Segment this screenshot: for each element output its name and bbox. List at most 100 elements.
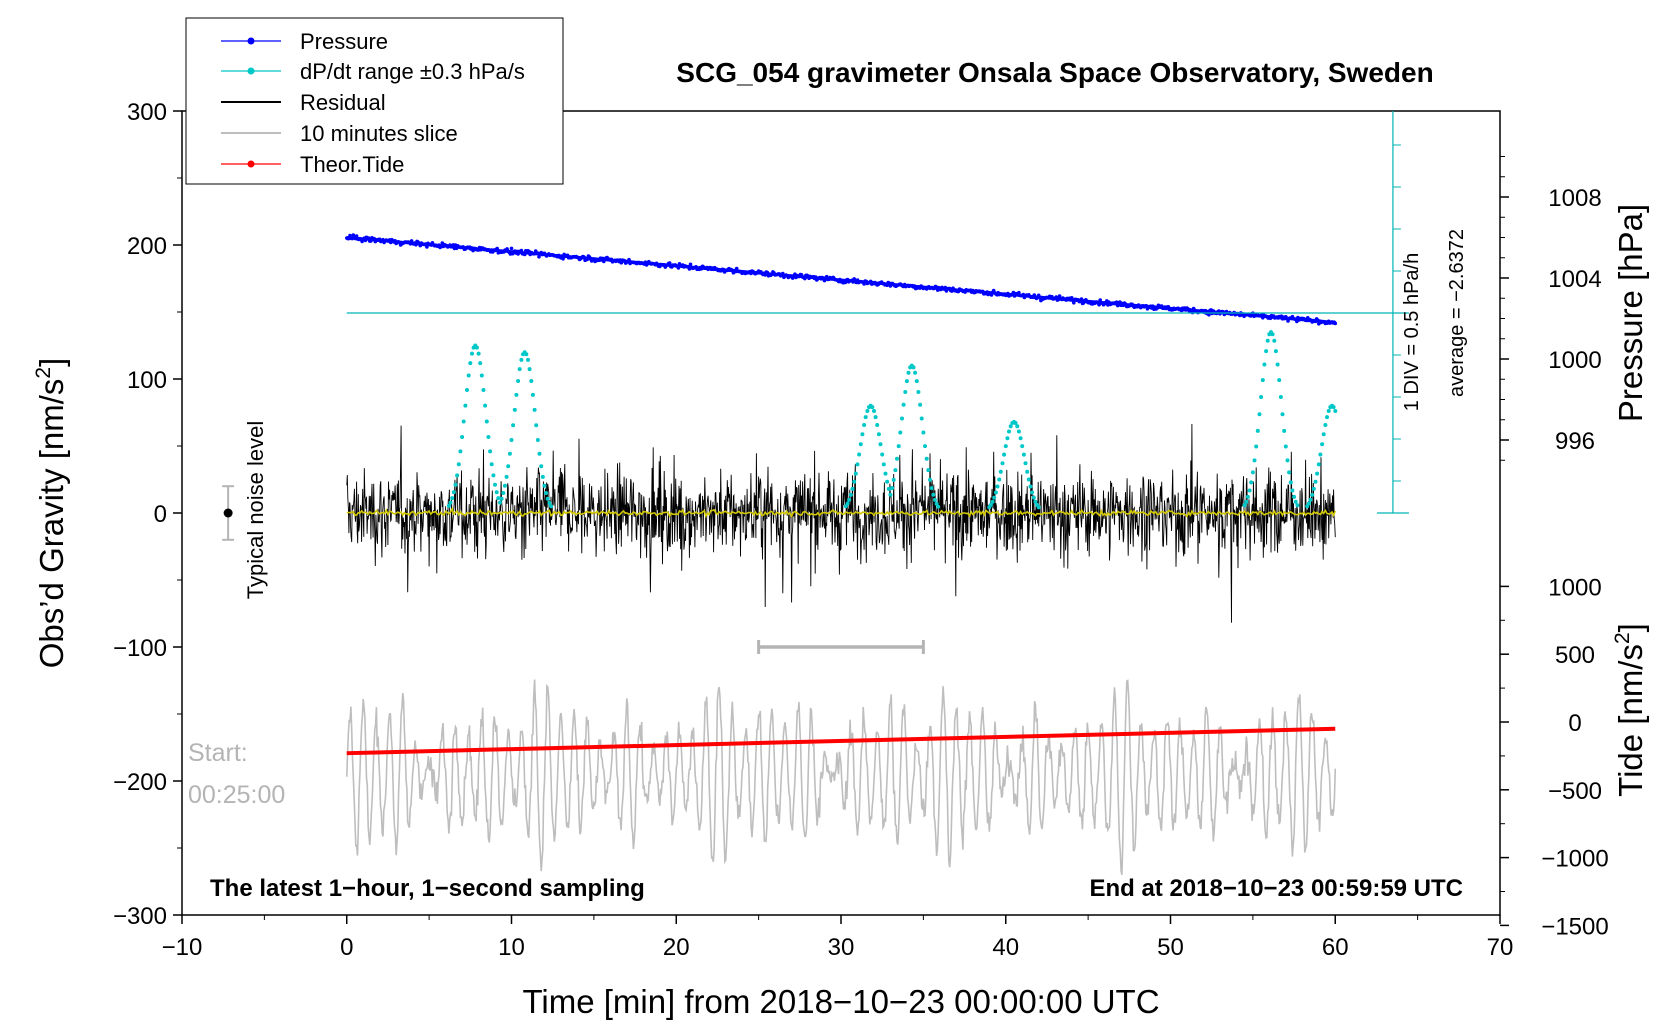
dpdt-point [1295,503,1300,508]
dpdt-point [530,392,535,397]
tide-tick-label: −500 [1548,778,1602,805]
residual-smooth-line [346,506,1337,519]
dpdt-point [852,479,857,484]
dpdt-point [545,496,550,501]
dpdt-point [486,435,491,439]
tide-tick-label: −1000 [1541,846,1608,873]
dpdt-point [476,351,481,356]
dpdt-point [1002,452,1007,457]
dpdt-point [880,452,885,457]
y-tick-label: −200 [113,769,167,796]
dpdt-point [847,497,852,502]
dpdt-point [456,462,461,467]
dpdt-point [928,477,932,482]
dpdt-point [1270,332,1275,337]
dpdt-point [493,482,497,487]
dpdt-point [1244,499,1249,504]
dpdt-point [906,370,911,375]
dpdt-point [1318,452,1323,457]
dpdt-point [993,490,998,495]
dpdt-point [850,486,855,491]
dpdt-point [544,491,549,495]
dpdt-point [1008,424,1013,429]
y-axis-label-left-sup: 2 [32,367,55,379]
dpdt-point [1282,428,1287,433]
dpdt-point [1026,477,1031,482]
dpdt-point [1321,432,1326,437]
dpdt-point [1255,428,1260,433]
dpdt-point [913,370,918,375]
dpdt-point [468,361,473,366]
scale-average-label: average = −2.6372 [1446,229,1468,397]
start-time: 00:25:00 [188,781,285,809]
tide-tick-label: 1000 [1548,574,1601,601]
dpdt-point [1292,494,1297,499]
dpdt-point [895,456,899,461]
dpdt-point [1262,362,1267,367]
pressure-point [1207,312,1211,317]
axes-layer: −10 0 10 20 30 40 50 60 703002001000−100−200−300… [113,99,1609,961]
dpdt-point [1025,469,1030,474]
dpdt-point [1333,409,1338,413]
dpdt-point [1323,423,1328,427]
dpdt-point [881,462,886,467]
dpdt-point [1021,452,1026,457]
dpdt-point [916,390,921,394]
legend-label-tide: Theor.Tide [300,152,404,177]
dpdt-point [896,444,901,449]
dpdt-point [886,486,891,491]
y-axis-label-left-close: ] [33,358,70,367]
dpdt-point [891,477,896,482]
dpdt-point [539,464,544,469]
pressure-point [509,246,514,251]
dpdt-point [1030,490,1035,495]
dpdt-point [1277,378,1282,383]
x-tick-label: 0 [340,934,353,961]
residual-series [346,423,1337,623]
typical-noise-label: Typical noise level [243,421,268,600]
legend-marker-dpdt [247,67,255,75]
dpdt-point [1003,444,1008,449]
dpdt-point [1326,409,1331,413]
dpdt-point [1310,492,1315,497]
dpdt-point [535,438,540,442]
dpdt-point [1290,488,1295,493]
dpdt-point [1272,338,1277,343]
dpdt-point [845,501,850,506]
dpdt-point [919,416,924,421]
dpdt-point [1015,424,1020,429]
x-tick-label: 10 [498,934,525,961]
pressure-point [1072,300,1076,305]
dpdt-point [900,416,904,421]
dpdt-point [998,469,1003,474]
slice-series [346,679,1337,875]
dpdt-point [860,432,865,437]
tide-tick-label: −1500 [1541,913,1608,940]
dpdt-point [484,419,489,424]
dpdt-point [458,449,463,454]
dpdt-point [1278,395,1283,399]
dpdt-point [872,409,876,413]
x-tick-label: 50 [1157,934,1184,961]
x-axis-label: Time [min] from 2018−10−23 00:00:00 UTC [522,983,1159,1020]
dpdt-point [1275,362,1280,367]
tide-line [346,726,1336,756]
dpdt-point [1028,484,1033,489]
dpdt-point [446,503,451,508]
dpdt-point [1254,444,1259,449]
dpdt-point [455,473,460,478]
dpdt-point [478,361,483,366]
dpdt-point [451,490,456,495]
pressure-point [537,254,541,259]
y-tick-label: −300 [113,903,167,930]
pressure-point [688,262,693,267]
x-tick-label: 40 [992,934,1019,961]
dpdt-point [862,423,867,427]
pressure-tick-label: 1008 [1548,185,1601,212]
dpdt-point [1285,458,1290,463]
dpdt-point [875,423,880,427]
dpdt-point [517,367,522,372]
dpdt-point [893,468,898,473]
pressure-point [425,245,429,249]
